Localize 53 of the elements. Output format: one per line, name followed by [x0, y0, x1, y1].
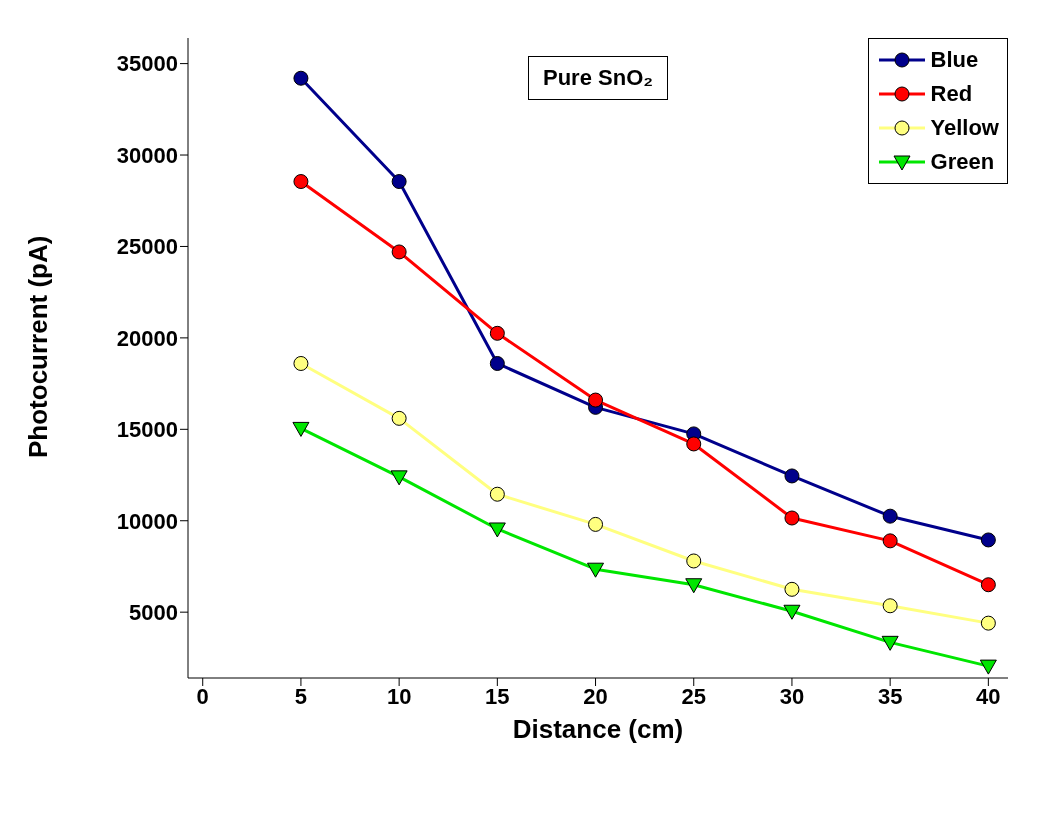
point [587, 562, 605, 578]
point [784, 468, 800, 484]
point [489, 486, 505, 502]
point [882, 533, 898, 549]
y-tick-label: 20000 [116, 325, 178, 351]
point [980, 615, 996, 631]
point [686, 436, 702, 452]
x-tick-label: 10 [386, 683, 412, 709]
point [391, 174, 407, 190]
point [588, 516, 604, 532]
y-tick-label: 10000 [116, 508, 178, 534]
legend-label: Green [930, 149, 995, 175]
point [882, 508, 898, 524]
x-tick-label: 30 [779, 683, 805, 709]
point [979, 659, 997, 675]
x-tick-label: 25 [681, 683, 706, 709]
point [980, 532, 996, 548]
point [881, 635, 899, 651]
point [784, 510, 800, 526]
y-tick-label: 35000 [116, 51, 178, 77]
point [980, 577, 996, 593]
y-axis-title: Photocurrent (pA) [23, 235, 54, 458]
y-tick-label: 30000 [116, 142, 178, 168]
point [391, 244, 407, 260]
point [784, 581, 800, 597]
point [489, 325, 505, 341]
x-axis-title: Distance (cm) [512, 714, 684, 744]
legend-label: Red [930, 81, 973, 107]
point [686, 553, 702, 569]
point [489, 355, 505, 371]
point [882, 598, 898, 614]
point [783, 604, 801, 620]
point [293, 174, 309, 190]
x-tick-label: 20 [583, 683, 608, 709]
legend-label: Yellow [930, 115, 999, 141]
point [488, 522, 506, 538]
x-tick-label: 40 [976, 683, 1001, 709]
point [293, 355, 309, 371]
point [292, 421, 310, 437]
x-tick-label: 0 [196, 683, 209, 709]
point [588, 392, 604, 408]
legend-label: Blue [930, 47, 979, 73]
point [293, 70, 309, 86]
point [391, 410, 407, 426]
point [685, 578, 703, 594]
y-tick-label: 25000 [116, 234, 178, 260]
annotation: Pure SnO₂ [528, 56, 669, 100]
y-tick-label: 5000 [129, 599, 178, 625]
y-tick-label: 15000 [116, 417, 178, 443]
x-tick-label: 5 [294, 683, 308, 709]
x-tick-label: 35 [877, 683, 903, 709]
point [390, 470, 408, 486]
x-tick-label: 15 [485, 683, 510, 709]
